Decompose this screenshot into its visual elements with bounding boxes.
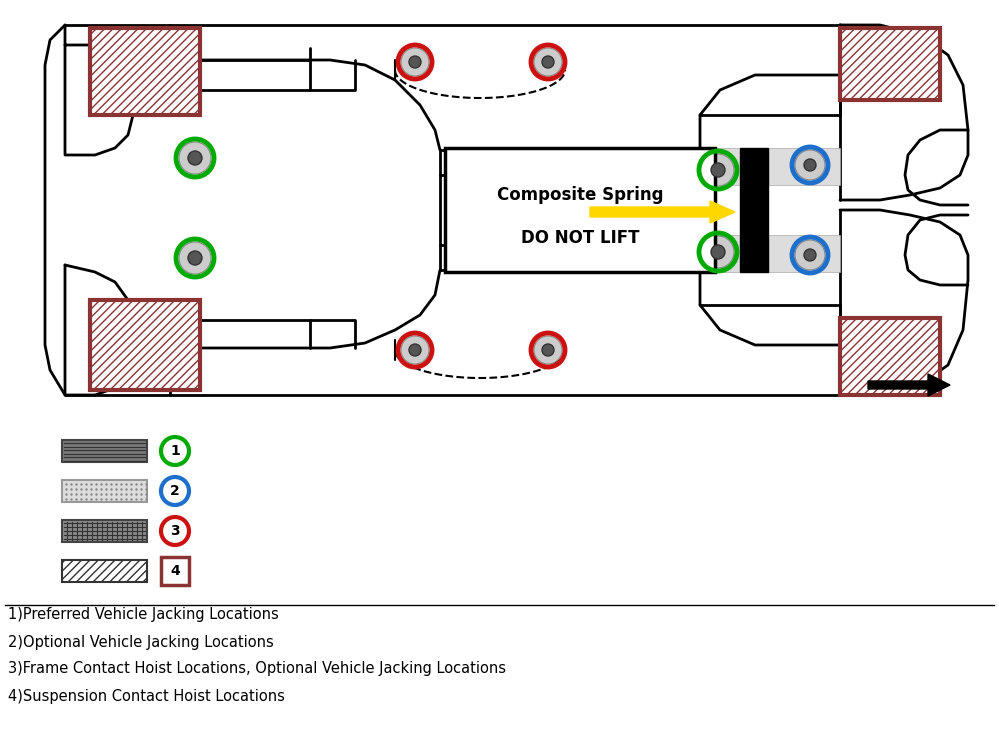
Text: 3: 3	[170, 524, 180, 538]
Bar	[840, 28, 940, 100]
Circle shape	[161, 517, 189, 545]
Bar	[161, 557, 189, 585]
Circle shape	[161, 477, 189, 505]
Circle shape	[188, 151, 202, 165]
Bar	[90, 28, 200, 115]
Circle shape	[401, 48, 429, 76]
Circle shape	[702, 154, 734, 186]
Text: 4: 4	[170, 564, 180, 578]
Circle shape	[711, 245, 725, 259]
Circle shape	[534, 48, 562, 76]
Bar	[62, 560, 147, 582]
Circle shape	[804, 159, 816, 171]
Circle shape	[179, 142, 211, 174]
Circle shape	[542, 56, 554, 68]
Text: Composite Spring: Composite Spring	[497, 186, 663, 204]
Text: 2)Optional Vehicle Jacking Locations: 2)Optional Vehicle Jacking Locations	[8, 635, 274, 649]
Bar	[445, 148, 715, 272]
Circle shape	[542, 344, 554, 356]
Circle shape	[702, 236, 734, 268]
Bar	[740, 148, 768, 272]
Bar	[840, 318, 940, 395]
FancyArrow shape	[868, 374, 950, 396]
Circle shape	[795, 150, 825, 180]
Bar	[700, 235, 740, 272]
Bar	[768, 148, 840, 185]
Bar	[62, 440, 147, 462]
Bar	[62, 480, 147, 502]
Bar	[700, 148, 740, 185]
Circle shape	[188, 251, 202, 265]
Circle shape	[711, 163, 725, 177]
Circle shape	[534, 336, 562, 364]
Text: 2: 2	[170, 484, 180, 498]
Circle shape	[409, 56, 421, 68]
Bar	[90, 300, 200, 390]
Bar	[62, 520, 147, 542]
Circle shape	[401, 336, 429, 364]
Circle shape	[804, 249, 816, 261]
Circle shape	[179, 242, 211, 274]
Text: 3)Frame Contact Hoist Locations, Optional Vehicle Jacking Locations: 3)Frame Contact Hoist Locations, Optiona…	[8, 662, 506, 676]
Text: 4)Suspension Contact Hoist Locations: 4)Suspension Contact Hoist Locations	[8, 689, 285, 703]
FancyArrow shape	[590, 201, 735, 223]
Circle shape	[409, 344, 421, 356]
Text: 1)Preferred Vehicle Jacking Locations: 1)Preferred Vehicle Jacking Locations	[8, 608, 279, 622]
Text: 1: 1	[170, 444, 180, 458]
Text: DO NOT LIFT: DO NOT LIFT	[520, 229, 639, 247]
Circle shape	[161, 437, 189, 465]
Circle shape	[795, 240, 825, 270]
Bar	[768, 235, 840, 272]
